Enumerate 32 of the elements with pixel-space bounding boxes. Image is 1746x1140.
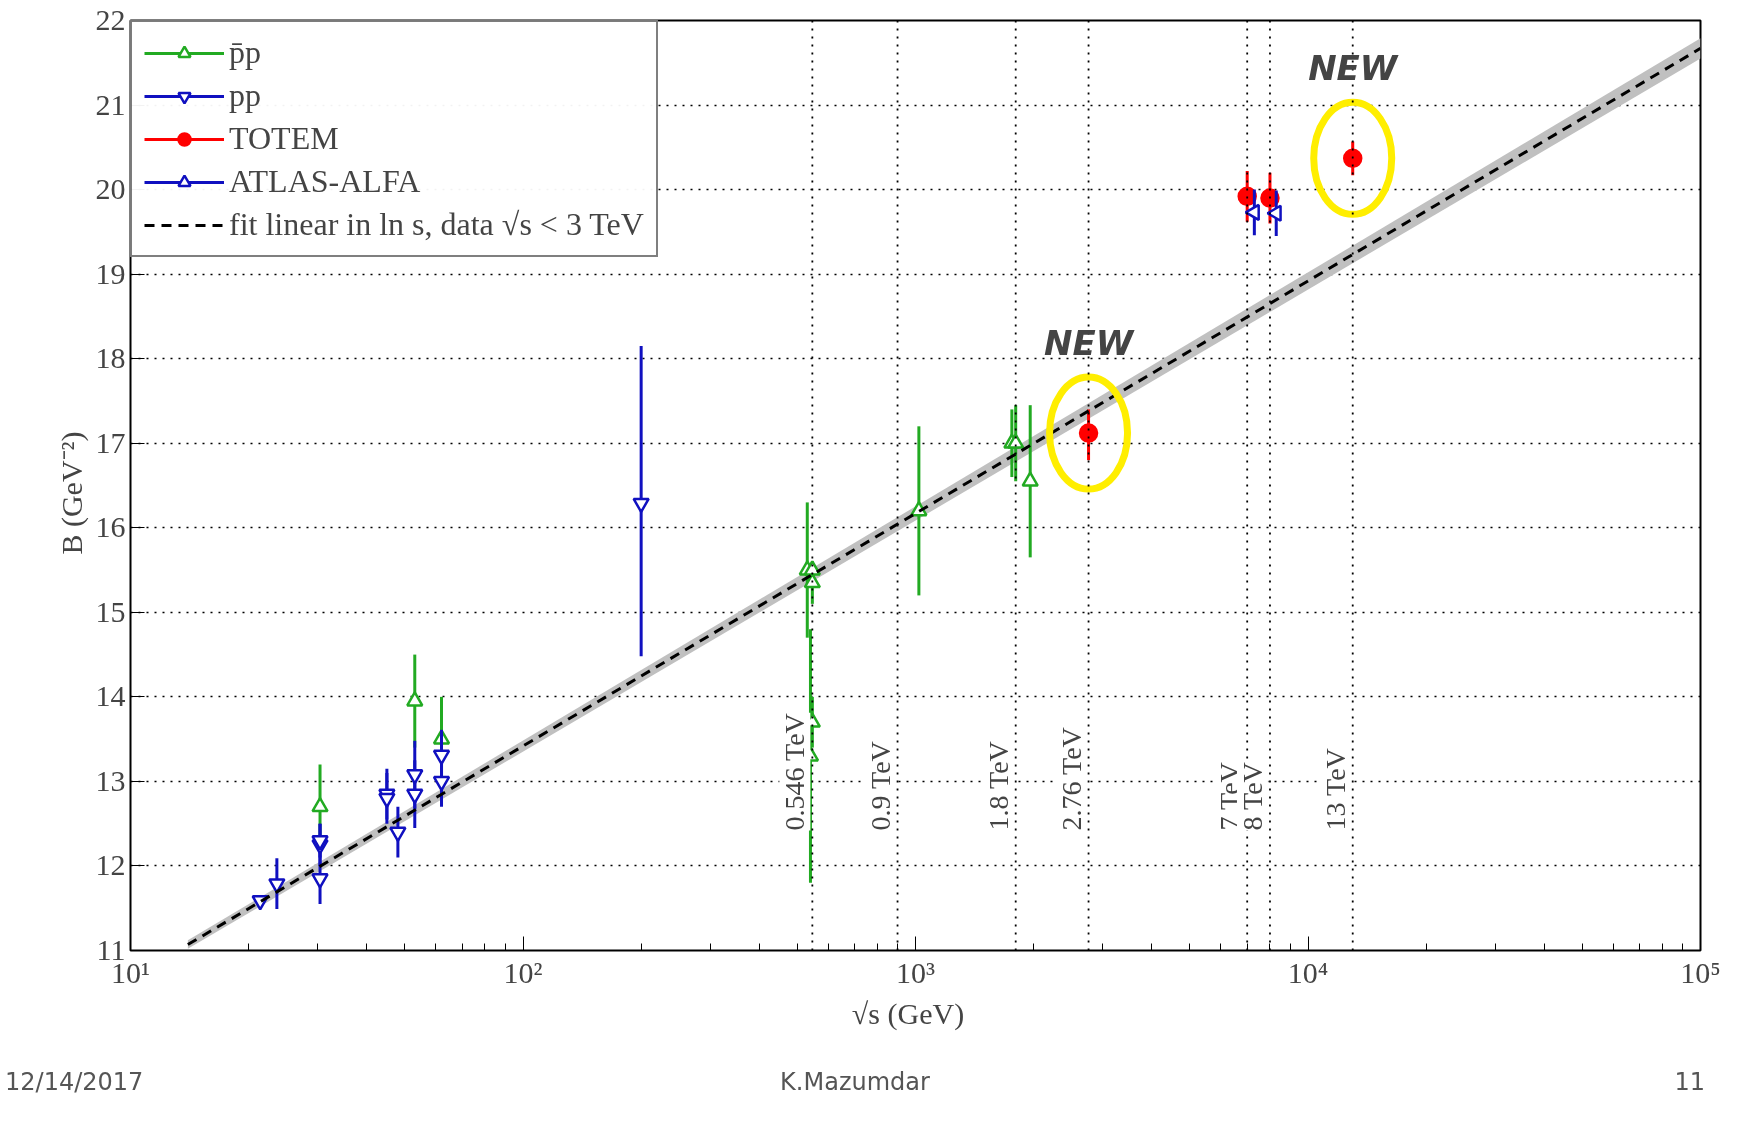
y-tick-label: 13 (95, 763, 126, 797)
y-tick-label: 17 (95, 425, 126, 459)
annotation: NEW (1308, 48, 1399, 89)
annotation: NEW (1043, 323, 1135, 364)
x-tick-label: 10² (503, 955, 543, 989)
legend-label: fit linear in ln s, data √s < 3 TeV (229, 206, 644, 243)
text: 12/14/2017 (5, 1067, 144, 1098)
legend-label: p̄p (229, 34, 261, 71)
x-tick-label: 10⁴ (1287, 955, 1329, 989)
y-tick-label: 12 (95, 848, 126, 882)
y-tick-label: 19 (95, 256, 126, 290)
y-tick-label: 18 (95, 341, 126, 375)
legend-label: ATLAS-ALFA (229, 163, 421, 200)
ref-line-label: 0.9 TeV (864, 741, 896, 831)
ref-line-label: 1.8 TeV (982, 741, 1014, 831)
y-tick-label: 21 (95, 87, 126, 121)
y-tick-label: 22 (95, 3, 126, 36)
y-axis-title: B (GeV⁻²) (54, 431, 89, 555)
y-tick-label: 16 (95, 510, 126, 544)
y-tick-label: 20 (95, 172, 126, 206)
x-tick-label: 10⁵ (1680, 955, 1721, 989)
text: 11 (1674, 1067, 1705, 1098)
x-tick-label: 10³ (896, 955, 935, 989)
x-axis-title: √s (GeV) (851, 996, 965, 1031)
ref-line-label: 13 TeV (1319, 748, 1351, 831)
legend-label: pp (229, 77, 261, 114)
ref-line-label: 2.76 TeV (1055, 727, 1087, 831)
legend-label: TOTEM (229, 120, 339, 157)
ref-line-label: 8 TeV (1236, 762, 1268, 831)
y-tick-label: 15 (95, 594, 126, 628)
y-tick-label: 14 (95, 679, 126, 713)
text: K.Mazumdar (780, 1067, 930, 1098)
